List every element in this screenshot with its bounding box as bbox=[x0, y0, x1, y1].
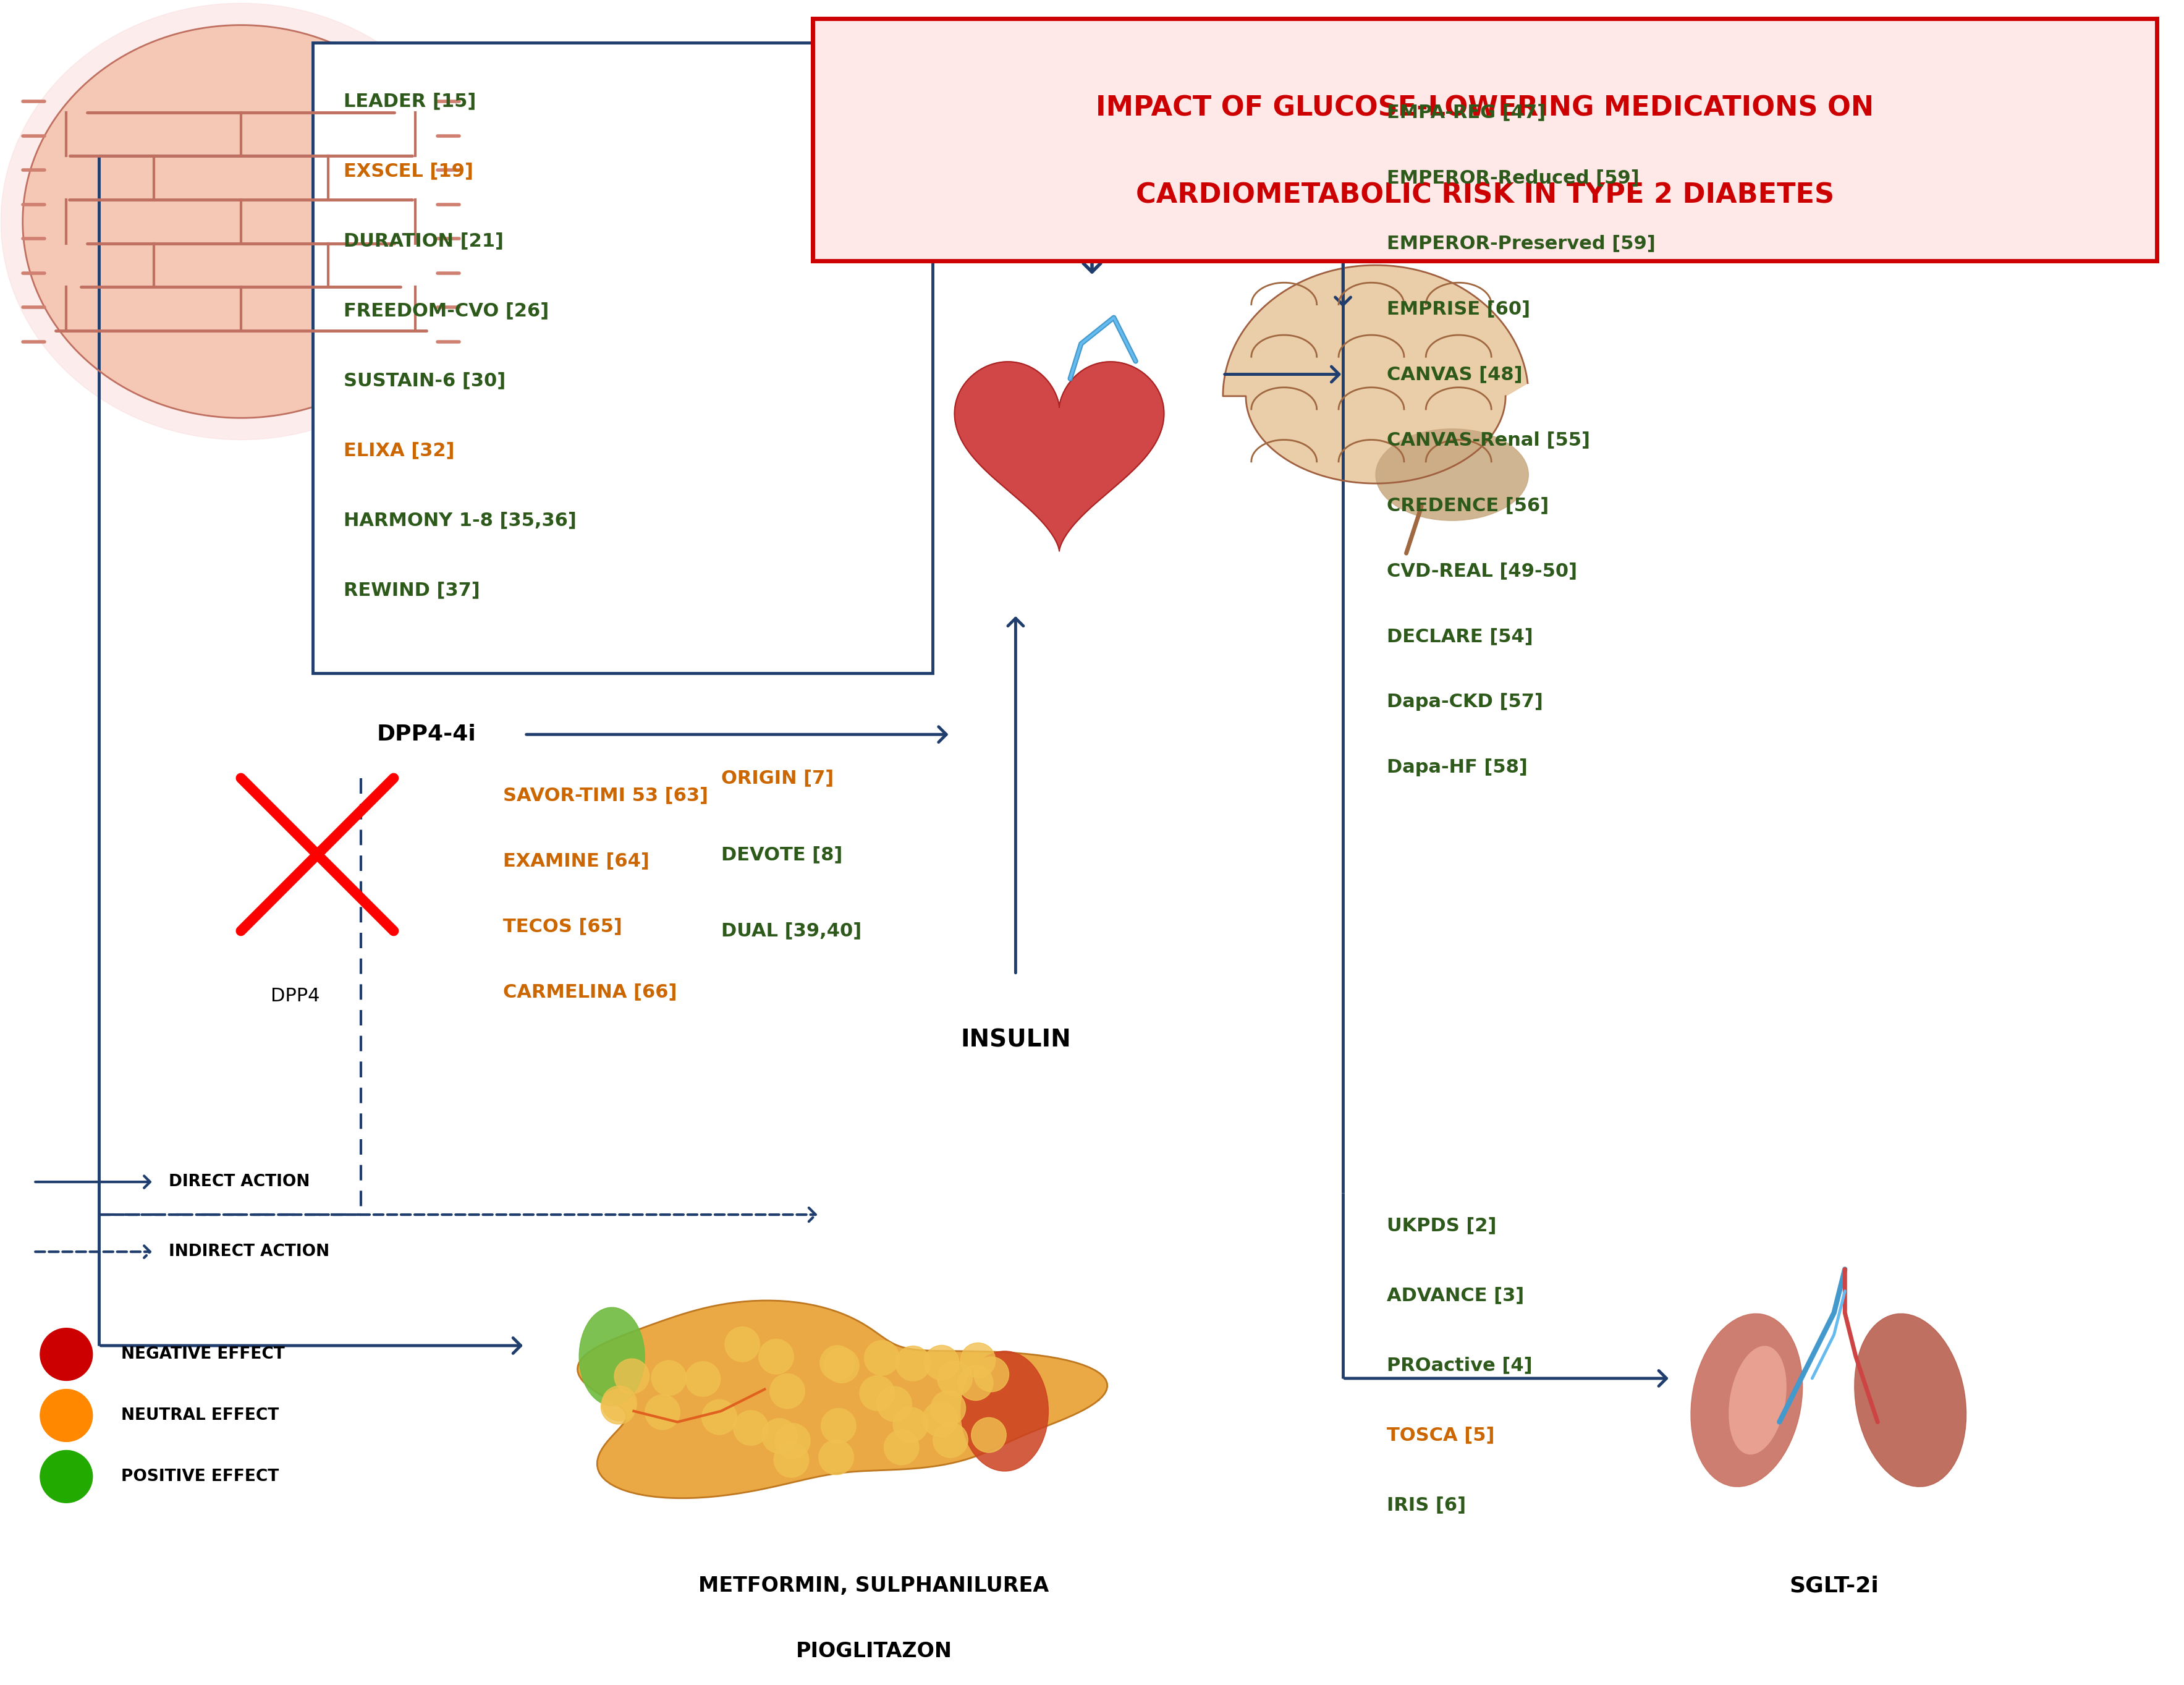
Text: DUAL [39,40]: DUAL [39,40] bbox=[721, 922, 860, 940]
Circle shape bbox=[601, 1388, 636, 1424]
Text: INDIRECT ACTION: INDIRECT ACTION bbox=[168, 1244, 330, 1260]
Circle shape bbox=[758, 1340, 793, 1373]
Ellipse shape bbox=[1690, 1314, 1802, 1486]
FancyBboxPatch shape bbox=[312, 42, 933, 674]
Circle shape bbox=[644, 1395, 679, 1429]
Text: Dapa-CKD [57]: Dapa-CKD [57] bbox=[1387, 693, 1542, 711]
Text: DURATION [21]: DURATION [21] bbox=[343, 233, 505, 249]
Circle shape bbox=[701, 1400, 736, 1434]
Text: CANVAS-Renal [55]: CANVAS-Renal [55] bbox=[1387, 431, 1590, 448]
Text: POSITIVE EFFECT: POSITIVE EFFECT bbox=[120, 1469, 280, 1484]
Text: CREDENCE [56]: CREDENCE [56] bbox=[1387, 497, 1548, 514]
Ellipse shape bbox=[579, 1308, 644, 1405]
Text: IRIS [6]: IRIS [6] bbox=[1387, 1496, 1465, 1513]
Text: EMPEROR-Reduced [59]: EMPEROR-Reduced [59] bbox=[1387, 169, 1640, 187]
Text: CANVAS [48]: CANVAS [48] bbox=[1387, 366, 1522, 382]
Circle shape bbox=[734, 1410, 769, 1446]
Text: DIRECT ACTION: DIRECT ACTION bbox=[168, 1174, 310, 1190]
Text: PROactive [4]: PROactive [4] bbox=[1387, 1356, 1533, 1375]
Text: TOSCA [5]: TOSCA [5] bbox=[1387, 1426, 1494, 1444]
Text: LEADER [15]: LEADER [15] bbox=[343, 93, 476, 111]
Circle shape bbox=[651, 1360, 686, 1395]
Text: Dapa-HF [58]: Dapa-HF [58] bbox=[1387, 758, 1527, 777]
Text: ADVANCE [3]: ADVANCE [3] bbox=[1387, 1286, 1524, 1304]
Text: NEUTRAL EFFECT: NEUTRAL EFFECT bbox=[120, 1407, 280, 1424]
Circle shape bbox=[819, 1441, 854, 1474]
Circle shape bbox=[893, 1407, 928, 1442]
Text: REWIND [37]: REWIND [37] bbox=[343, 581, 480, 600]
Text: EMPEROR-Preserved [59]: EMPEROR-Preserved [59] bbox=[1387, 234, 1655, 253]
Circle shape bbox=[821, 1409, 856, 1444]
Polygon shape bbox=[22, 25, 459, 418]
Text: ELIXA [32]: ELIXA [32] bbox=[343, 441, 454, 460]
Circle shape bbox=[865, 1341, 900, 1375]
Ellipse shape bbox=[1376, 430, 1529, 521]
Circle shape bbox=[762, 1419, 797, 1454]
Text: EXAMINE [64]: EXAMINE [64] bbox=[502, 853, 649, 869]
Circle shape bbox=[924, 1345, 959, 1380]
Circle shape bbox=[725, 1326, 760, 1361]
Text: EMPRISE [60]: EMPRISE [60] bbox=[1387, 300, 1531, 318]
Circle shape bbox=[775, 1424, 810, 1458]
Circle shape bbox=[959, 1365, 994, 1400]
Circle shape bbox=[614, 1358, 649, 1393]
Circle shape bbox=[773, 1442, 808, 1478]
Text: NEGATIVE EFFECT: NEGATIVE EFFECT bbox=[120, 1346, 284, 1363]
Text: DPP4-4i: DPP4-4i bbox=[376, 725, 476, 745]
Circle shape bbox=[876, 1387, 911, 1422]
Circle shape bbox=[771, 1373, 804, 1409]
Ellipse shape bbox=[1854, 1314, 1966, 1486]
Circle shape bbox=[933, 1422, 968, 1458]
Text: FREEDOM-CVO [26]: FREEDOM-CVO [26] bbox=[343, 302, 548, 320]
FancyBboxPatch shape bbox=[812, 19, 2158, 261]
Text: SAVOR-TIMI 53 [63]: SAVOR-TIMI 53 [63] bbox=[502, 787, 708, 804]
Text: DPP4: DPP4 bbox=[271, 987, 321, 1006]
Circle shape bbox=[39, 1328, 92, 1380]
Text: CARDIOMETABOLIC RISK IN TYPE 2 DIABETES: CARDIOMETABOLIC RISK IN TYPE 2 DIABETES bbox=[1136, 182, 1835, 209]
Polygon shape bbox=[577, 1301, 1107, 1498]
Circle shape bbox=[39, 1451, 92, 1503]
Circle shape bbox=[930, 1390, 965, 1426]
Circle shape bbox=[937, 1361, 972, 1397]
Text: EMPA-REG [47]: EMPA-REG [47] bbox=[1387, 103, 1546, 121]
Circle shape bbox=[972, 1417, 1007, 1452]
Circle shape bbox=[603, 1385, 638, 1420]
Text: METFORMIN, SULPHANILUREA: METFORMIN, SULPHANILUREA bbox=[699, 1575, 1048, 1596]
Text: PIOGLITAZON: PIOGLITAZON bbox=[795, 1641, 952, 1661]
Text: SGLT-2i: SGLT-2i bbox=[1789, 1575, 1878, 1596]
Text: DECLARE [54]: DECLARE [54] bbox=[1387, 627, 1533, 645]
Text: DEVOTE [8]: DEVOTE [8] bbox=[721, 846, 843, 863]
Circle shape bbox=[686, 1361, 721, 1397]
Text: HARMONY 1-8 [35,36]: HARMONY 1-8 [35,36] bbox=[343, 512, 577, 529]
Text: SUSTAIN-6 [30]: SUSTAIN-6 [30] bbox=[343, 372, 505, 389]
Circle shape bbox=[922, 1402, 957, 1437]
Text: UKPDS [2]: UKPDS [2] bbox=[1387, 1217, 1496, 1235]
Polygon shape bbox=[1223, 265, 1527, 484]
Ellipse shape bbox=[961, 1351, 1048, 1471]
Circle shape bbox=[860, 1375, 895, 1410]
Circle shape bbox=[823, 1348, 858, 1383]
Text: INSULIN: INSULIN bbox=[961, 1028, 1070, 1051]
Circle shape bbox=[39, 1388, 92, 1442]
Text: CVD-REAL [49-50]: CVD-REAL [49-50] bbox=[1387, 561, 1577, 580]
Ellipse shape bbox=[1730, 1346, 1787, 1454]
Circle shape bbox=[895, 1346, 930, 1382]
Ellipse shape bbox=[0, 3, 480, 440]
Circle shape bbox=[885, 1431, 919, 1464]
Text: IMPACT OF GLUCOSE-LOWERING MEDICATIONS ON: IMPACT OF GLUCOSE-LOWERING MEDICATIONS O… bbox=[1096, 94, 1874, 121]
Text: EXSCEL [19]: EXSCEL [19] bbox=[343, 162, 474, 180]
Text: TECOS [65]: TECOS [65] bbox=[502, 918, 622, 935]
Text: CARMELINA [66]: CARMELINA [66] bbox=[502, 982, 677, 1001]
Circle shape bbox=[961, 1343, 996, 1378]
Circle shape bbox=[819, 1346, 854, 1380]
Circle shape bbox=[974, 1356, 1009, 1392]
Text: ORIGIN [7]: ORIGIN [7] bbox=[721, 768, 834, 787]
Polygon shape bbox=[954, 362, 1164, 551]
